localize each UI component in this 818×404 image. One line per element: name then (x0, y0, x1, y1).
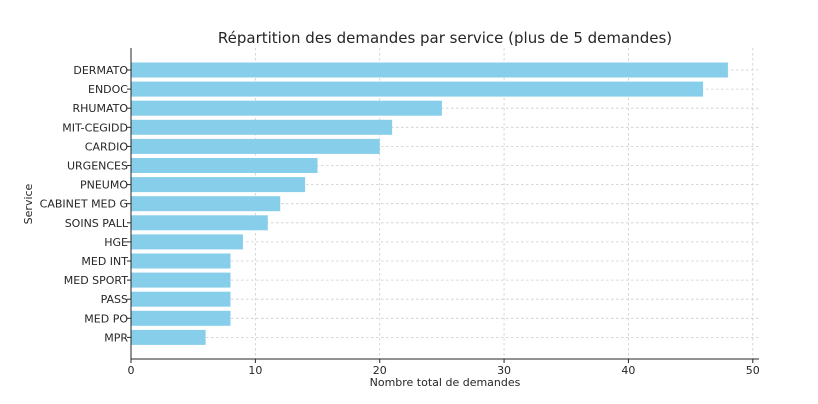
y-tick-label: PASS (101, 293, 128, 306)
bar-hge (131, 234, 243, 250)
y-tick-label: MPR (104, 331, 128, 344)
y-axis-ticks: DERMATO ENDOC RHUMATO MIT-CEGIDD CARDIO URGEN… (40, 64, 131, 344)
bar-pass (131, 291, 231, 307)
x-tick-label: 50 (746, 364, 760, 377)
y-tick-label: MED INT (81, 255, 128, 268)
y-tick-label: URGENCES (67, 160, 128, 173)
y-tick-label: MED PO (84, 312, 128, 325)
x-tick-label: 20 (373, 364, 387, 377)
bar-med-po (131, 310, 231, 326)
x-tick-label: 40 (621, 364, 635, 377)
x-axis-label: Nombre total de demandes (370, 376, 521, 389)
bar-dermato (131, 62, 728, 78)
y-tick-label: CABINET MED G (40, 198, 128, 211)
y-tick-label: RHUMATO (72, 102, 128, 115)
y-tick-label: ENDOC (88, 83, 128, 96)
bar-urgences (131, 158, 318, 173)
y-tick-label: MED SPORT (64, 274, 129, 287)
y-tick-label: MIT-CEGIDD (62, 121, 128, 134)
y-tick-label: PNEUMO (80, 179, 128, 192)
y-tick-label: SOINS PALL (65, 217, 129, 230)
x-axis-ticks: 0 10 20 30 40 50 (128, 359, 760, 377)
bar-med-sport (131, 272, 231, 288)
y-tick-label: HGE (104, 236, 128, 249)
bar-rhumato (131, 100, 442, 116)
x-tick-label: 10 (248, 364, 262, 377)
y-tick-label: DERMATO (73, 64, 128, 77)
chart-title: Répartition des demandes par service (pl… (218, 29, 672, 47)
bar-cabinet-med-g (131, 196, 281, 212)
bar-pneumo (131, 177, 306, 193)
x-tick-label: 0 (128, 364, 135, 377)
y-axis-label: Service (22, 183, 35, 224)
x-tick-label: 30 (497, 364, 511, 377)
bar-med-int (131, 253, 231, 269)
bar-mit-cegidd (131, 119, 393, 135)
bar-soins-pall (131, 215, 268, 231)
y-tick-label: CARDIO (85, 140, 129, 153)
bars (131, 62, 728, 345)
bar-cardio (131, 138, 380, 154)
bar-endoc (131, 81, 704, 97)
bar-mpr (131, 329, 206, 345)
